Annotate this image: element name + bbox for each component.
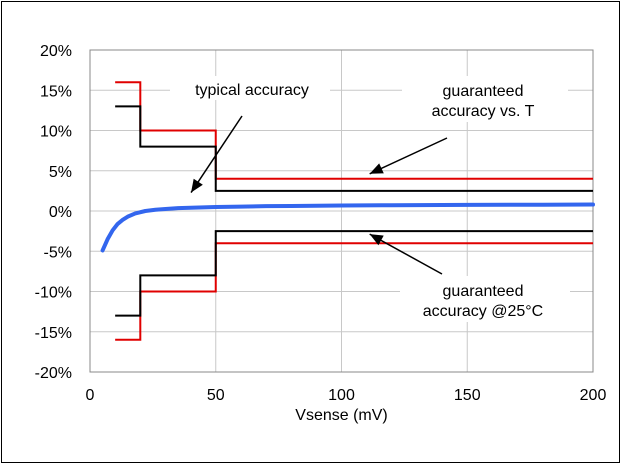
y-tick-label: 20% <box>40 43 72 60</box>
series-line-guaranteed-25c-upper <box>115 105 593 192</box>
annotation-guaranteed-vs-t-line: guaranteed <box>443 83 524 100</box>
y-tick-label: 0% <box>49 204 72 221</box>
y-tick-label: -20% <box>35 365 72 382</box>
arrow-guaranteed-vs-t <box>369 137 448 175</box>
x-tick-label: 0 <box>86 387 95 404</box>
y-tick-label: 5% <box>49 164 72 181</box>
annotation-typical-accuracy-line: typical accuracy <box>195 82 309 99</box>
series-group <box>100 81 595 341</box>
series-line-guaranteed-vs-t-lower <box>115 242 593 341</box>
y-tick-label: -5% <box>44 244 72 261</box>
y-tick-labels: 20% 15% 10% 5% 0% -5% -10% -15% -20% <box>35 43 72 382</box>
annotation-guaranteed-vs-t: guaranteed accuracy vs. T <box>402 76 568 122</box>
y-tick-label: -15% <box>35 325 72 342</box>
x-axis-label: Vsense (mV) <box>295 407 387 424</box>
arrow-typical-accuracy <box>190 115 243 193</box>
plot-area-border <box>89 49 594 373</box>
y-tick-label: 10% <box>40 124 72 141</box>
y-tick-label: -10% <box>35 285 72 302</box>
x-tick-label: 200 <box>580 387 607 404</box>
series-line-typical <box>100 202 595 253</box>
y-tick-label: 15% <box>40 83 72 100</box>
series-line-guaranteed-25c-lower <box>115 230 593 317</box>
x-tick-label: 150 <box>454 387 481 404</box>
x-tick-labels: 0 50 100 150 200 <box>86 387 607 404</box>
annotation-guaranteed-25c: guaranteed accuracy @25°C <box>400 276 570 322</box>
annotations: typical accuracy guaranteed accuracy vs. T… <box>170 76 570 322</box>
x-tick-label: 50 <box>207 387 225 404</box>
annotation-typical-accuracy: typical accuracy <box>170 76 330 100</box>
x-tick-label: 100 <box>328 387 355 404</box>
annotation-guaranteed-vs-t-line: accuracy vs. T <box>432 103 535 120</box>
annotation-guaranteed-25c-line: guaranteed <box>443 283 524 300</box>
series-line-guaranteed-vs-t-upper <box>115 81 593 180</box>
annotation-guaranteed-25c-line: accuracy @25°C <box>423 303 543 320</box>
arrow-guaranteed-25c <box>369 233 443 275</box>
